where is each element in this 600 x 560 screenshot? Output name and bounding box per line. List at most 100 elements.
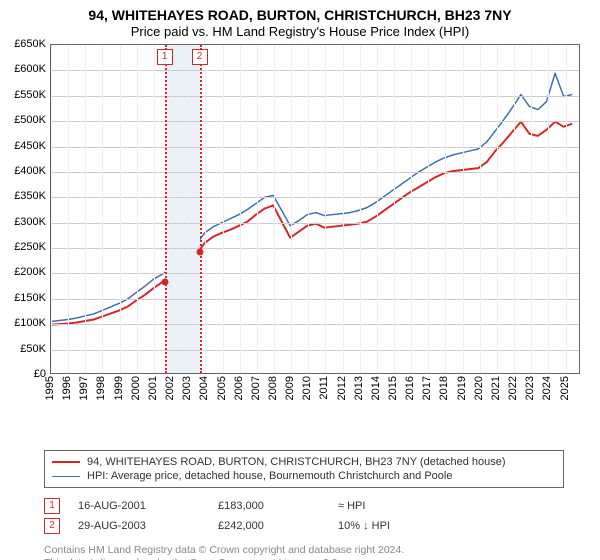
- legend-row-hpi: HPI: Average price, detached house, Bour…: [52, 469, 556, 483]
- x-tick-label: 2021: [490, 376, 502, 400]
- x-gridline: [188, 45, 189, 373]
- x-tick-label: 2015: [387, 376, 399, 400]
- y-tick-label: £500K: [0, 114, 46, 126]
- x-tick-label: 2003: [181, 376, 193, 400]
- x-gridline: [463, 45, 464, 373]
- x-gridline: [240, 45, 241, 373]
- x-tick-label: 2007: [250, 376, 262, 400]
- x-tick-label: 1995: [44, 376, 56, 400]
- y-tick-label: £100K: [0, 317, 46, 329]
- event-row-2: 2 29-AUG-2003 £242,000 10% ↓ HPI: [44, 516, 564, 536]
- x-tick-label: 2020: [473, 376, 485, 400]
- event-marker-2: 2: [44, 518, 60, 534]
- x-tick-label: 1997: [78, 376, 90, 400]
- y-tick-label: £550K: [0, 89, 46, 101]
- x-tick-label: 2024: [541, 376, 553, 400]
- x-tick-label: 2002: [164, 376, 176, 400]
- y-tick-label: £600K: [0, 63, 46, 75]
- x-gridline: [411, 45, 412, 373]
- chart-title-block: 94, WHITEHAYES ROAD, BURTON, CHRISTCHURC…: [0, 0, 600, 41]
- x-tick-label: 1999: [113, 376, 125, 400]
- x-gridline: [102, 45, 103, 373]
- y-tick-label: £650K: [0, 38, 46, 50]
- event-price-2: £242,000: [218, 520, 338, 532]
- x-tick-label: 2004: [198, 376, 210, 400]
- x-gridline: [428, 45, 429, 373]
- y-tick-label: £250K: [0, 241, 46, 253]
- y-tick-label: £150K: [0, 292, 46, 304]
- x-tick-label: 1998: [95, 376, 107, 400]
- x-tick-label: 2018: [438, 376, 450, 400]
- y-gridline: [51, 147, 579, 148]
- event-dot: [196, 249, 203, 256]
- y-gridline: [51, 197, 579, 198]
- x-tick-label: 2014: [370, 376, 382, 400]
- x-tick-label: 2025: [559, 376, 571, 400]
- x-tick-label: 2022: [507, 376, 519, 400]
- x-gridline: [205, 45, 206, 373]
- x-gridline: [257, 45, 258, 373]
- x-gridline: [394, 45, 395, 373]
- x-tick-label: 2009: [284, 376, 296, 400]
- legend-swatch-hpi: [52, 476, 80, 477]
- x-tick-label: 2010: [301, 376, 313, 400]
- y-gridline: [51, 223, 579, 224]
- legend-label-hpi: HPI: Average price, detached house, Bour…: [87, 470, 452, 482]
- x-gridline: [291, 45, 292, 373]
- x-tick-label: 2023: [524, 376, 536, 400]
- event-delta-1: ≈ HPI: [338, 500, 564, 512]
- y-gridline: [51, 248, 579, 249]
- x-tick-label: 2013: [353, 376, 365, 400]
- event-price-1: £183,000: [218, 500, 338, 512]
- x-gridline: [308, 45, 309, 373]
- chart-title-line2: Price paid vs. HM Land Registry's House …: [0, 24, 600, 41]
- x-gridline: [325, 45, 326, 373]
- event-date-1: 16-AUG-2001: [78, 500, 218, 512]
- x-gridline: [68, 45, 69, 373]
- legend-row-property: 94, WHITEHAYES ROAD, BURTON, CHRISTCHURC…: [52, 455, 556, 469]
- x-gridline: [51, 45, 52, 373]
- x-tick-label: 2016: [404, 376, 416, 400]
- x-gridline: [445, 45, 446, 373]
- y-gridline: [51, 70, 579, 71]
- x-gridline: [377, 45, 378, 373]
- footer-line1: Contains HM Land Registry data © Crown c…: [44, 544, 564, 557]
- event-date-2: 29-AUG-2003: [78, 520, 218, 532]
- y-tick-label: £450K: [0, 140, 46, 152]
- event-marker-box: 1: [157, 49, 173, 65]
- x-tick-label: 2006: [233, 376, 245, 400]
- y-tick-label: £300K: [0, 216, 46, 228]
- y-gridline: [51, 324, 579, 325]
- y-tick-label: £0: [0, 368, 46, 380]
- chart-zone: 12 £0£50K£100K£150K£200K£250K£300K£350K£…: [0, 44, 600, 414]
- x-gridline: [171, 45, 172, 373]
- event-line: [200, 45, 202, 373]
- x-gridline: [480, 45, 481, 373]
- x-gridline: [531, 45, 532, 373]
- y-tick-label: £200K: [0, 266, 46, 278]
- events-table: 1 16-AUG-2001 £183,000 ≈ HPI 2 29-AUG-20…: [44, 496, 564, 536]
- y-gridline: [51, 172, 579, 173]
- x-gridline: [566, 45, 567, 373]
- x-gridline: [514, 45, 515, 373]
- x-tick-label: 1996: [61, 376, 73, 400]
- legend-box: 94, WHITEHAYES ROAD, BURTON, CHRISTCHURC…: [44, 450, 564, 488]
- event-dot: [161, 279, 168, 286]
- event-delta-2: 10% ↓ HPI: [338, 520, 564, 532]
- x-gridline: [120, 45, 121, 373]
- y-gridline: [51, 96, 579, 97]
- y-gridline: [51, 350, 579, 351]
- x-gridline: [548, 45, 549, 373]
- x-tick-label: 2001: [147, 376, 159, 400]
- legend-swatch-property: [52, 461, 80, 463]
- event-line: [165, 45, 167, 373]
- below-chart-block: 94, WHITEHAYES ROAD, BURTON, CHRISTCHURC…: [44, 450, 564, 560]
- y-gridline: [51, 299, 579, 300]
- event-marker-box: 2: [192, 49, 208, 65]
- x-gridline: [154, 45, 155, 373]
- x-gridline: [85, 45, 86, 373]
- chart-title-line1: 94, WHITEHAYES ROAD, BURTON, CHRISTCHURC…: [0, 6, 600, 24]
- x-gridline: [343, 45, 344, 373]
- y-tick-label: £400K: [0, 165, 46, 177]
- x-gridline: [223, 45, 224, 373]
